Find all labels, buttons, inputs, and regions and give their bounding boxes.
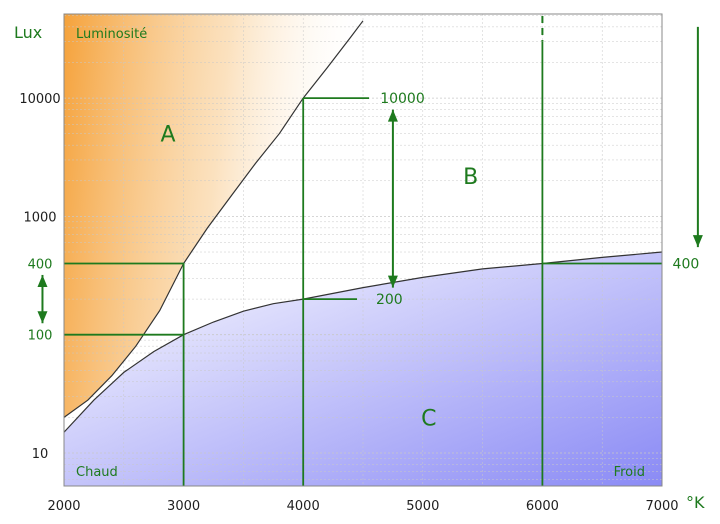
annotation-label: 10000 [380, 91, 425, 107]
arrow-head [692, 235, 703, 248]
y-tick-labels: 10 100 400 1000 10000 [19, 92, 60, 462]
region-label-c: C [421, 406, 436, 431]
series-line-2 [64, 251, 662, 433]
region-labels: A B C [161, 123, 479, 432]
x-tick-label: 7000 [645, 499, 678, 514]
x-tick-labels: 2000 3000 4000 5000 6000 7000 [47, 499, 678, 514]
x-tick-label: 6000 [526, 499, 559, 514]
arrow-head [37, 274, 48, 287]
x-axis-label: °K [686, 493, 705, 512]
guide-line [64, 262, 185, 486]
annotations: 10000 200 400 [376, 91, 699, 308]
y-axis-label: Lux [14, 23, 42, 42]
annotation-label: 200 [376, 292, 403, 308]
plot-frame [63, 13, 663, 487]
y-tick-label: 100 [28, 329, 53, 344]
warm-region-a [64, 14, 363, 418]
x-tick-label: 4000 [287, 499, 320, 514]
y-tick-label: 10 [32, 447, 49, 462]
x-tick-label: 3000 [167, 499, 200, 514]
guide-lines [64, 41, 662, 486]
curves [64, 20, 662, 433]
y-tick-label: 10000 [19, 92, 60, 107]
y-tick-label: 400 [28, 257, 53, 272]
series-line-1 [64, 20, 364, 418]
cool-region-c [64, 252, 662, 486]
corner-label-froid: Froid [614, 465, 645, 480]
corner-label-luminosite: Luminosité [76, 27, 147, 42]
x-tick-label: 2000 [47, 499, 80, 514]
annotation-label: 400 [673, 256, 700, 272]
arrow-head [37, 311, 48, 324]
region-label-a: A [161, 123, 176, 148]
arrows [37, 26, 703, 324]
region-label-b: B [463, 165, 478, 190]
arrow-head [387, 109, 398, 122]
arrow-head [387, 275, 398, 288]
corner-label-chaud: Chaud [76, 465, 118, 480]
x-tick-label: 5000 [406, 499, 439, 514]
y-tick-label: 1000 [23, 210, 56, 225]
